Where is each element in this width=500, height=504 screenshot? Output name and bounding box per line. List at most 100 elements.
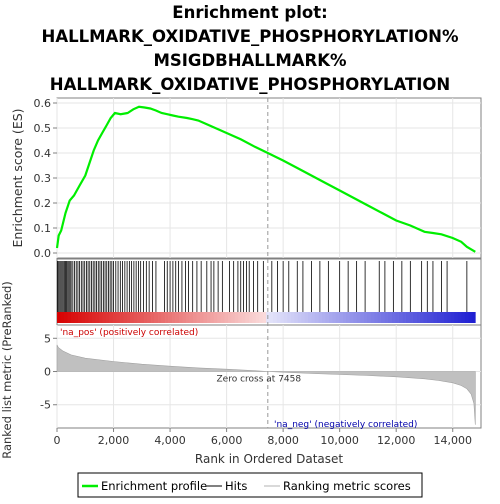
heat-bar-segment [273, 312, 277, 323]
heat-bar-segment [203, 312, 208, 323]
metric-y-tick-label: 5 [44, 332, 51, 345]
heat-bar-segment [217, 312, 222, 323]
heat-bar-segment [175, 312, 180, 323]
es-y-tick-label: 0.4 [34, 147, 52, 160]
x-axis-label: Rank in Ordered Dataset [195, 452, 343, 466]
heat-bar-segment [210, 312, 215, 323]
heat-bar-segment [252, 312, 257, 323]
heat-bar-segment [402, 312, 406, 323]
title-line-2: HALLMARK_OXIDATIVE_PHOSPHORYLATION% [42, 27, 459, 46]
heat-bar-segment [447, 312, 452, 323]
heat-bar-segment [126, 312, 131, 323]
heat-bar-segment [370, 312, 375, 323]
legend-label-hits: Hits [225, 479, 247, 493]
heat-bar-segment [144, 312, 148, 323]
metric-y-tick-label: -5 [40, 399, 51, 412]
x-tick-label: 8,000 [267, 434, 299, 447]
neg-correlated-label: 'na_neg' (negatively correlated) [274, 420, 417, 430]
heat-bar-segment [433, 312, 438, 323]
heat-bar-segment [196, 312, 201, 323]
x-tick-label: 2,000 [98, 434, 130, 447]
heat-bar-segment [259, 312, 263, 323]
heat-bar-segment [98, 312, 103, 323]
heat-bar-segment [158, 312, 162, 323]
heat-bar-segment [395, 312, 399, 323]
heat-bar-segment [133, 312, 138, 323]
heat-bar-segment [70, 312, 75, 323]
heat-bar-segment [231, 312, 236, 323]
heat-bar-segment [287, 312, 291, 323]
heat-bar-segment [321, 312, 326, 323]
heat-bar-segment [112, 312, 117, 323]
heat-bar-segment [234, 312, 239, 323]
heat-bar-segment [245, 312, 250, 323]
heat-bar-segment [213, 312, 218, 323]
es-grid [56, 98, 481, 258]
heat-bar-segment [464, 312, 469, 323]
heat-bar-segment [342, 312, 347, 323]
x-tick-label: 0 [54, 434, 61, 447]
heat-bar-segment [468, 312, 473, 323]
heat-bar-segment [269, 312, 274, 323]
heat-bar-segment [81, 312, 86, 323]
heat-bar-segment [301, 312, 305, 323]
x-tick-label: 12,000 [377, 434, 416, 447]
enrichment-profile-line [55, 105, 476, 253]
ranking-metric-area [56, 344, 476, 425]
hits-marks [57, 261, 468, 312]
heat-bar-segment [388, 312, 392, 323]
heat-bar-segment [179, 312, 183, 323]
heat-bar-segment [318, 312, 323, 323]
heat-bar-segment [419, 312, 424, 323]
zero-cross-label: Zero cross at 7458 [217, 375, 302, 385]
heat-bar-segment [105, 312, 110, 323]
heat-bar-segment [430, 312, 434, 323]
heat-bar-segment [109, 312, 114, 323]
x-tick-label: 10,000 [320, 434, 359, 447]
heat-bar-segment [84, 312, 89, 323]
legend: Enrichment profile Hits Ranking metric s… [77, 472, 423, 498]
legend-box [77, 472, 423, 498]
heat-bar-segment [168, 312, 173, 323]
heat-bar-segment [241, 312, 246, 323]
heat-bar-segment [172, 312, 176, 323]
heat-bar-segment [304, 312, 309, 323]
heat-bar-segment [405, 312, 410, 323]
heat-bar-segment [67, 312, 72, 323]
heat-bar-segment [63, 312, 68, 323]
heat-bar-segment [77, 312, 82, 323]
heat-bar-segment [471, 312, 476, 323]
heat-bar-segment [349, 312, 354, 323]
heat-bar-segment [119, 312, 124, 323]
heat-bar-segment [335, 312, 340, 323]
heat-bar-segment [262, 312, 267, 323]
heat-bar-segment [360, 312, 365, 323]
heat-bar-segment [381, 312, 386, 323]
es-y-tick-label: 0.3 [34, 172, 52, 185]
heat-bar-segment [123, 312, 128, 323]
heat-bar-segment [308, 312, 312, 323]
es-y-tick-label: 0.5 [34, 122, 52, 135]
title-line-3: MSIGDBHALLMARK% [153, 51, 347, 70]
x-tick-label: 6,000 [211, 434, 243, 447]
heat-bar-segment [248, 312, 253, 323]
heat-bar-segment [95, 312, 100, 323]
heat-bar-segment [398, 312, 403, 323]
heat-bar-segment [314, 312, 319, 323]
heat-bar-segment [227, 312, 232, 323]
heat-bar-segment [238, 312, 243, 323]
heat-bar-segment [88, 312, 93, 323]
heat-bar-segment [363, 312, 368, 323]
heat-bar-segment [353, 312, 358, 323]
heat-bar-segment [137, 312, 141, 323]
rank-heat-bar [57, 312, 476, 323]
heat-bar-segment [276, 312, 281, 323]
heat-bar-segment [367, 312, 372, 323]
heat-bar-segment [60, 312, 65, 323]
heat-bar-segment [450, 312, 455, 323]
heat-bar-segment [454, 312, 459, 323]
heat-bar-segment [416, 312, 420, 323]
heat-bar-segment [297, 312, 302, 323]
es-y-tick-label: 0.1 [34, 222, 52, 235]
